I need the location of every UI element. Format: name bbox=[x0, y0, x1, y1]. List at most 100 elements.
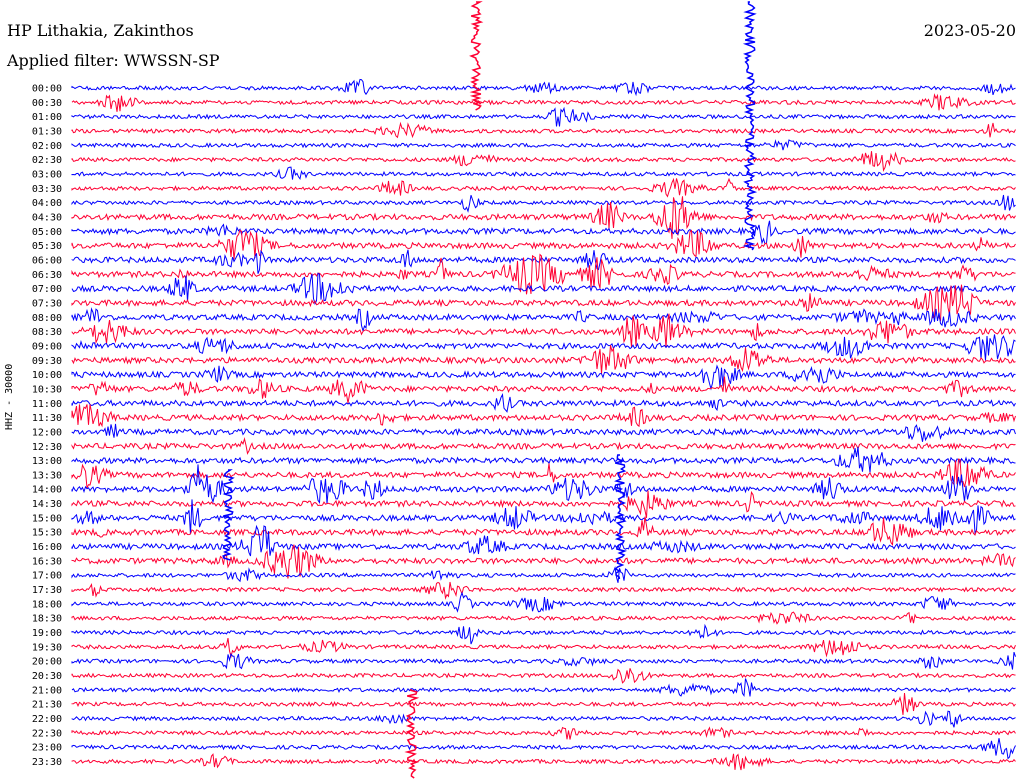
row-time-label: 17:30 bbox=[32, 585, 62, 596]
trace-row bbox=[71, 345, 1016, 374]
row-time-label: 09:00 bbox=[32, 341, 62, 352]
event-spike-red bbox=[469, 1, 484, 111]
trace-row bbox=[71, 726, 1016, 740]
trace-row bbox=[71, 524, 1016, 557]
trace-row bbox=[71, 166, 1016, 180]
row-time-label: 20:00 bbox=[32, 657, 62, 668]
trace-row bbox=[71, 307, 1016, 333]
row-time-label: 13:30 bbox=[32, 470, 62, 481]
row-time-label: 11:00 bbox=[32, 399, 62, 410]
trace-row bbox=[71, 490, 1016, 518]
trace-row bbox=[71, 710, 1016, 728]
trace-row bbox=[71, 611, 1016, 625]
row-time-label: 12:30 bbox=[32, 442, 62, 453]
row-time-label: 08:30 bbox=[32, 327, 62, 338]
row-time-label: 07:30 bbox=[32, 298, 62, 309]
station-title: HP Lithakia, Zakinthos bbox=[7, 21, 194, 40]
event-burst-blue-2 bbox=[222, 469, 235, 561]
seismic-traces bbox=[71, 1, 1016, 779]
trace-row bbox=[71, 313, 1016, 348]
row-time-label: 21:00 bbox=[32, 685, 62, 696]
trace-row bbox=[71, 591, 1016, 613]
filter-label: Applied filter: WWSSN-SP bbox=[7, 51, 220, 70]
row-time-label: 15:00 bbox=[32, 513, 62, 524]
trace-row bbox=[71, 93, 1016, 112]
row-time-label: 05:00 bbox=[32, 227, 62, 238]
trace-row bbox=[71, 249, 1016, 274]
trace-row bbox=[71, 516, 1016, 546]
trace-row bbox=[71, 581, 1016, 600]
row-time-label: 01:00 bbox=[32, 112, 62, 123]
row-time-label: 05:30 bbox=[32, 241, 62, 252]
trace-row bbox=[71, 692, 1016, 715]
trace-row bbox=[71, 106, 1016, 127]
trace-row bbox=[71, 623, 1016, 645]
trace-row bbox=[71, 446, 1016, 473]
row-time-label: 22:30 bbox=[32, 728, 62, 739]
row-time-label: 04:00 bbox=[32, 198, 62, 209]
trace-row bbox=[71, 544, 1016, 579]
row-time-label: 19:00 bbox=[32, 628, 62, 639]
row-time-label: 17:00 bbox=[32, 571, 62, 582]
row-time-label: 09:30 bbox=[32, 356, 62, 367]
row-time-label: 13:00 bbox=[32, 456, 62, 467]
trace-row bbox=[71, 229, 1016, 260]
trace-row bbox=[71, 364, 1016, 391]
event-spike-red-2 bbox=[404, 689, 420, 779]
trace-row bbox=[71, 220, 1016, 245]
row-time-label: 23:30 bbox=[32, 757, 62, 768]
trace-row bbox=[71, 668, 1016, 684]
trace-row bbox=[71, 738, 1016, 760]
row-time-label: 14:30 bbox=[32, 499, 62, 510]
trace-row bbox=[71, 194, 1016, 213]
row-time-label: 15:30 bbox=[32, 528, 62, 539]
row-time-label: 20:30 bbox=[32, 671, 62, 682]
row-time-label: 11:30 bbox=[32, 413, 62, 424]
trace-row bbox=[71, 637, 1016, 659]
trace-row bbox=[71, 196, 1016, 239]
trace-row bbox=[71, 376, 1016, 404]
row-time-label: 16:00 bbox=[32, 542, 62, 553]
trace-row bbox=[71, 458, 1016, 489]
row-time-label: 02:00 bbox=[32, 141, 62, 152]
row-time-label: 07:00 bbox=[32, 284, 62, 295]
trace-row bbox=[71, 177, 1016, 198]
trace-row bbox=[71, 151, 1016, 172]
row-time-label: 06:30 bbox=[32, 270, 62, 281]
row-time-label: 12:00 bbox=[32, 427, 62, 438]
trace-row bbox=[71, 78, 1016, 97]
row-time-label: 16:30 bbox=[32, 556, 62, 567]
trace-row bbox=[71, 393, 1016, 413]
trace-row bbox=[71, 423, 1016, 442]
trace-row bbox=[71, 284, 1016, 322]
row-time-label: 22:00 bbox=[32, 714, 62, 725]
row-time-label: 18:30 bbox=[32, 614, 62, 625]
row-time-label: 03:30 bbox=[32, 184, 62, 195]
date-label: 2023-05-20 bbox=[923, 21, 1016, 40]
row-time-label: 14:00 bbox=[32, 485, 62, 496]
row-time-label: 04:30 bbox=[32, 212, 62, 223]
time-axis-labels: 00:00 00:30 01:00 01:30 02:00 02:30 03:00 03:30… bbox=[32, 84, 62, 769]
row-time-label: 03:00 bbox=[32, 169, 62, 180]
trace-row bbox=[71, 404, 1016, 428]
row-time-label: 10:30 bbox=[32, 384, 62, 395]
trace-row bbox=[71, 272, 1016, 306]
trace-row bbox=[71, 651, 1016, 670]
trace-row bbox=[71, 565, 1016, 583]
row-time-label: 19:30 bbox=[32, 642, 62, 653]
trace-row bbox=[71, 753, 1016, 771]
row-time-label: 18:00 bbox=[32, 599, 62, 610]
row-time-label: 01:30 bbox=[32, 126, 62, 137]
trace-row bbox=[71, 678, 1016, 698]
row-time-label: 21:30 bbox=[32, 700, 62, 711]
event-spike-blue bbox=[742, 1, 758, 251]
row-time-label: 00:30 bbox=[32, 98, 62, 109]
row-time-label: 06:00 bbox=[32, 255, 62, 266]
row-time-label: 08:00 bbox=[32, 313, 62, 324]
trace-row bbox=[71, 464, 1016, 504]
trace-row bbox=[71, 253, 1016, 295]
trace-row bbox=[71, 121, 1016, 139]
row-time-label: 00:00 bbox=[32, 84, 62, 95]
row-time-label: 23:00 bbox=[32, 743, 62, 754]
